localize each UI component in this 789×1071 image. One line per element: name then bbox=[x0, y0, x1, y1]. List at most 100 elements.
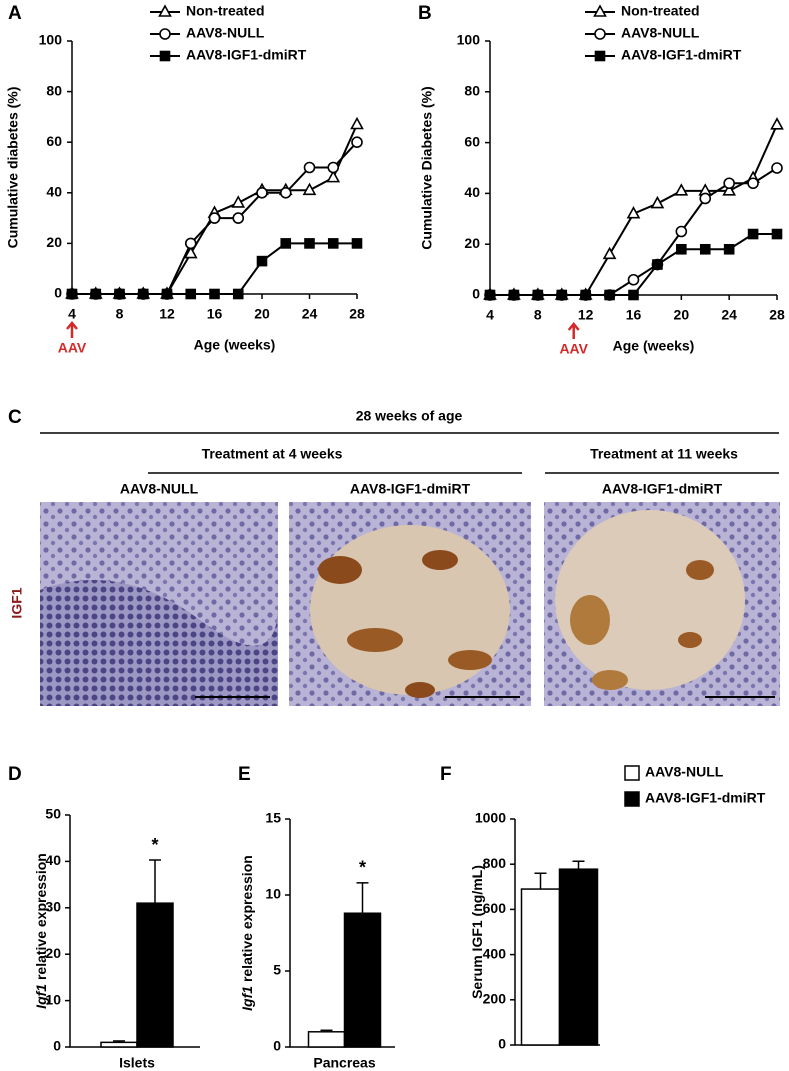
marker bbox=[723, 243, 735, 255]
annotation-arrow bbox=[66, 321, 78, 338]
x-tick-label: 8 bbox=[116, 306, 124, 322]
panel-letter: D bbox=[8, 764, 22, 785]
x-tick-label: 8 bbox=[534, 307, 542, 323]
legend-label: Non-treated bbox=[186, 3, 265, 19]
legend-marker bbox=[593, 4, 607, 17]
x-tick-label: 20 bbox=[254, 306, 270, 322]
legend-label: AAV8-NULL bbox=[186, 25, 265, 41]
legend-marker bbox=[158, 4, 172, 17]
x-tick-label: Pancreas bbox=[313, 1055, 375, 1071]
marker bbox=[327, 238, 339, 249]
annotation: AAV bbox=[559, 341, 588, 357]
bar bbox=[558, 868, 599, 1046]
marker bbox=[771, 228, 783, 240]
bar bbox=[520, 888, 561, 1046]
marker bbox=[747, 228, 759, 240]
marker bbox=[137, 288, 149, 300]
annotation-arrow bbox=[567, 322, 580, 339]
y-tick-label: 100 bbox=[457, 32, 481, 48]
panel-letter: E bbox=[238, 764, 251, 785]
marker bbox=[508, 289, 520, 301]
legend-label: AAV8-NULL bbox=[621, 25, 700, 41]
marker bbox=[303, 161, 316, 174]
panel-letter: F bbox=[440, 764, 452, 785]
row-label: IGF1 bbox=[9, 587, 25, 618]
series-line bbox=[72, 242, 357, 295]
marker bbox=[628, 289, 639, 301]
annotation: AAV bbox=[58, 340, 87, 356]
y-axis-label: Cumulative Diabetes (%) bbox=[419, 86, 435, 249]
y-tick-label: 20 bbox=[46, 234, 62, 250]
annotation: * bbox=[359, 858, 366, 878]
bar bbox=[136, 902, 174, 1048]
y-tick-label: 600 bbox=[483, 900, 507, 916]
x-tick-label: 28 bbox=[349, 306, 365, 322]
legend-marker bbox=[159, 50, 171, 62]
x-tick-label: 20 bbox=[674, 307, 690, 323]
marker bbox=[699, 243, 711, 255]
marker bbox=[699, 192, 712, 205]
y-tick-label: 60 bbox=[46, 133, 62, 149]
y-axis-label: Cumulative diabetes (%) bbox=[5, 87, 21, 249]
series-line bbox=[490, 233, 777, 296]
y-tick-label: 5 bbox=[273, 962, 281, 978]
marker bbox=[183, 245, 198, 259]
legend-marker bbox=[594, 28, 606, 40]
y-tick-label: 80 bbox=[464, 83, 480, 99]
marker bbox=[350, 116, 364, 130]
legend-marker bbox=[159, 28, 171, 40]
marker bbox=[722, 183, 737, 196]
legend-label: AAV8-IGF1-dmiRT bbox=[621, 47, 742, 63]
bar bbox=[100, 1041, 138, 1048]
legend-marker bbox=[594, 50, 606, 62]
legend-swatch bbox=[624, 791, 640, 807]
marker bbox=[256, 187, 268, 199]
x-tick-label: Islets bbox=[119, 1055, 155, 1071]
marker bbox=[327, 161, 340, 174]
y-tick-label: 60 bbox=[464, 133, 480, 149]
y-tick-label: 100 bbox=[39, 32, 63, 48]
image-label: AAV8-IGF1-dmiRT bbox=[350, 481, 471, 497]
y-axis-label-text: relative expression bbox=[239, 855, 255, 982]
marker bbox=[66, 288, 78, 300]
y-axis-label: Serum IGF1 (ng/mL) bbox=[469, 865, 485, 999]
y-axis-label-text: relative expression bbox=[33, 853, 49, 980]
marker bbox=[771, 162, 783, 174]
x-axis-label: Age (weeks) bbox=[194, 337, 276, 353]
legend-label: AAV8-IGF1-dmiRT bbox=[645, 790, 766, 806]
marker bbox=[652, 259, 663, 270]
marker bbox=[184, 237, 197, 250]
marker bbox=[351, 238, 363, 249]
marker bbox=[650, 195, 665, 209]
marker bbox=[676, 243, 687, 255]
marker bbox=[161, 288, 173, 300]
y-tick-label: 20 bbox=[45, 945, 61, 961]
marker bbox=[279, 187, 292, 199]
marker bbox=[675, 225, 688, 238]
y-tick-label: 10 bbox=[265, 886, 281, 902]
y-tick-label: 0 bbox=[498, 1036, 506, 1052]
marker bbox=[484, 289, 496, 301]
y-tick-label: 0 bbox=[273, 1038, 281, 1054]
y-axis-label: Igf1 relative expression bbox=[33, 853, 49, 1009]
marker bbox=[532, 289, 544, 301]
marker bbox=[208, 212, 221, 224]
x-tick-label: 12 bbox=[578, 307, 594, 323]
y-tick-label: 0 bbox=[472, 286, 480, 302]
marker bbox=[770, 117, 784, 130]
legend-swatch bbox=[624, 765, 640, 781]
marker bbox=[723, 177, 735, 190]
marker bbox=[326, 169, 341, 183]
marker bbox=[232, 212, 245, 224]
y-tick-label: 1000 bbox=[475, 810, 506, 826]
marker bbox=[604, 289, 615, 301]
bar bbox=[343, 912, 382, 1048]
y-tick-label: 800 bbox=[483, 855, 507, 871]
x-tick-label: 4 bbox=[68, 306, 76, 322]
y-tick-label: 50 bbox=[45, 806, 61, 822]
marker bbox=[351, 136, 363, 148]
y-tick-label: 20 bbox=[464, 235, 480, 251]
marker bbox=[256, 255, 268, 267]
legend-label: AAV8-NULL bbox=[645, 764, 724, 780]
